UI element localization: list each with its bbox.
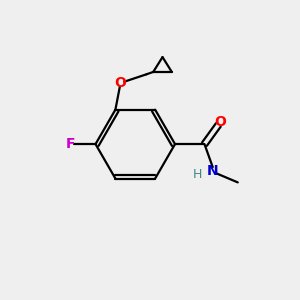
Text: H: H — [193, 168, 202, 181]
Text: O: O — [215, 115, 226, 129]
Text: N: N — [207, 164, 218, 178]
Text: F: F — [66, 137, 75, 151]
Text: O: O — [114, 76, 126, 90]
